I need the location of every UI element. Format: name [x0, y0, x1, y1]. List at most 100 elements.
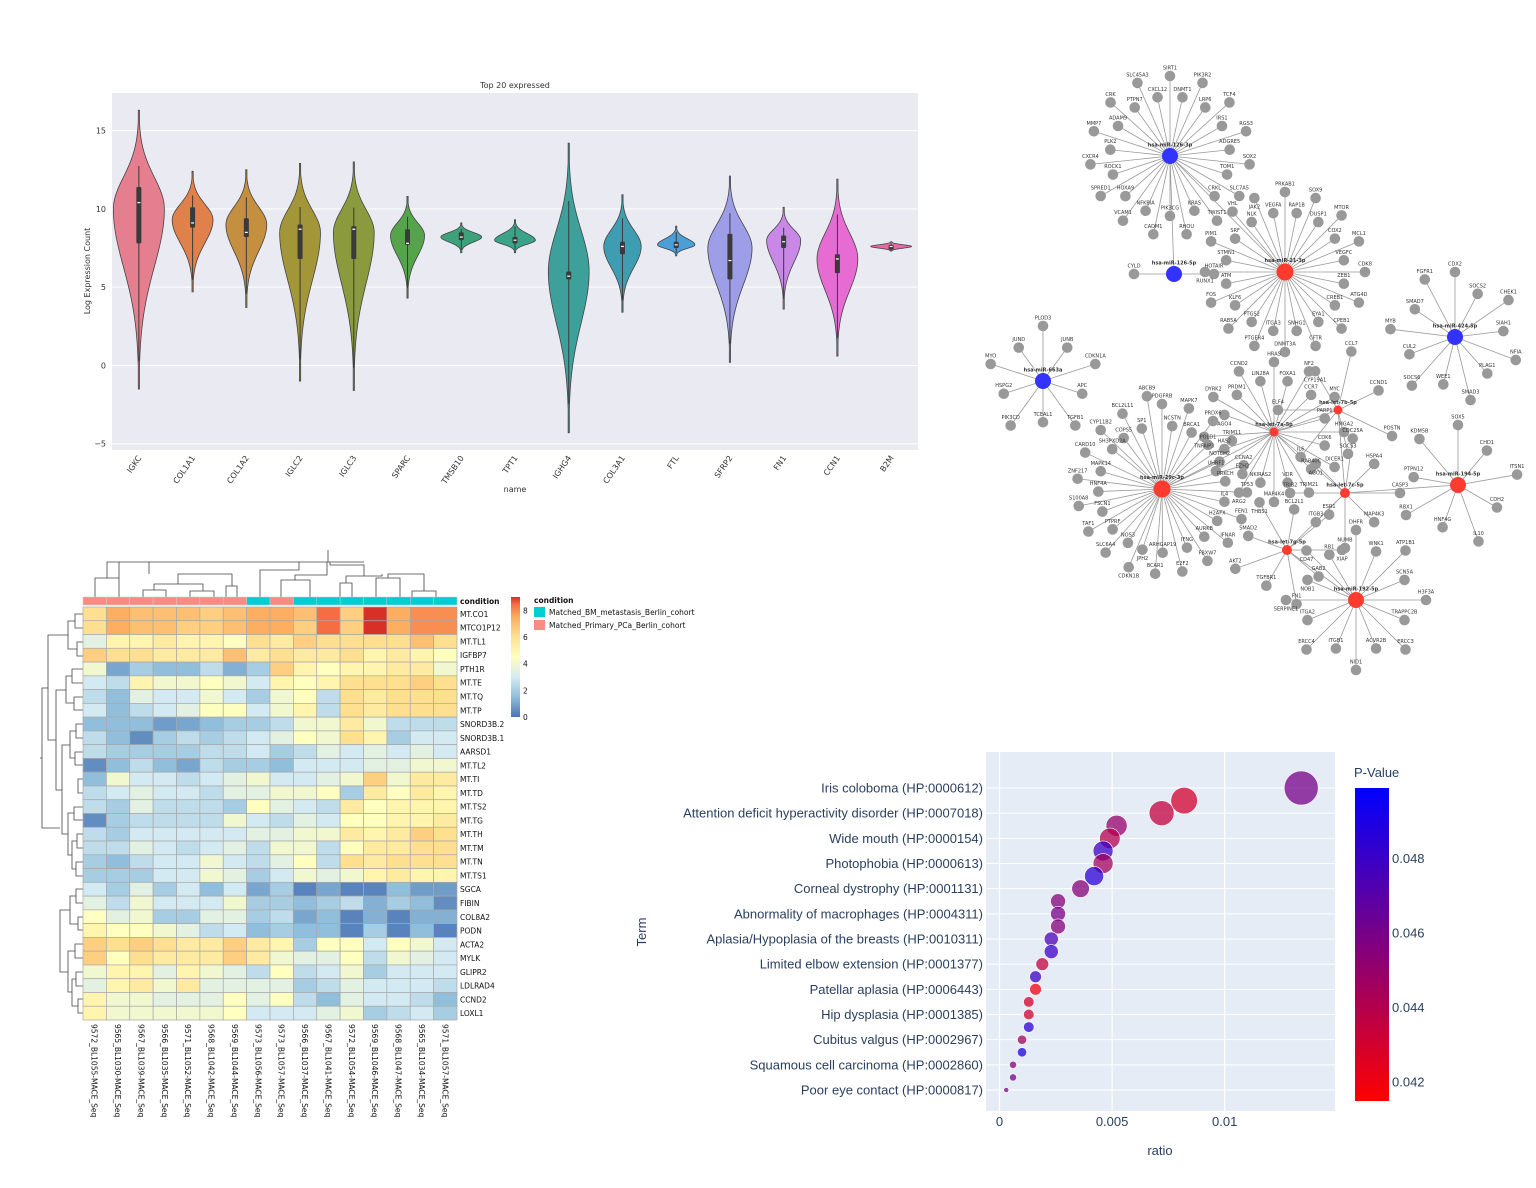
gene-node-label: PTPRF	[1105, 519, 1121, 525]
heatmap-cell	[246, 689, 271, 704]
gene-node-label: ITSN1	[1510, 464, 1525, 470]
condition-annotation-cell	[223, 596, 247, 606]
heatmap-row-label: MT.TI	[460, 775, 479, 784]
heatmap-column-label: 9572_BL1055-MACE_Seq	[90, 1024, 99, 1118]
heatmap-cell	[409, 785, 434, 801]
gene-node-label: ATP1B1	[1396, 540, 1415, 546]
heatmap-cell	[152, 647, 177, 663]
gene-node	[1350, 664, 1362, 676]
gene-node-label: FOXA1	[1279, 371, 1296, 377]
gene-node-label: ABCB9	[1138, 386, 1155, 392]
heatmap-cell	[433, 620, 458, 635]
heatmap-cell	[152, 634, 177, 649]
heatmap-cell	[269, 716, 294, 732]
gene-node	[1400, 509, 1412, 521]
gene-node-label: CDKN1B	[1118, 574, 1140, 580]
violin-x-tick: IGKC	[125, 454, 143, 475]
heatmap-cell	[222, 799, 247, 814]
heatmap-cell	[246, 923, 271, 938]
heatmap-cell	[246, 868, 271, 883]
network-edge	[1161, 488, 1205, 537]
gene-node	[1233, 487, 1245, 498]
gene-node-label: CDK6	[1318, 435, 1332, 441]
gene-node-label: SOX2	[1243, 154, 1256, 160]
heatmap-cell	[82, 606, 107, 622]
gene-node-label: COPS5	[1115, 428, 1132, 434]
heatmap-cell	[82, 923, 107, 938]
heatmap-cell	[386, 703, 411, 718]
heatmap-row-label: MT.TQ	[460, 692, 483, 701]
heatmap-column-label: 9567_BL1041-MACE_Seq	[323, 1024, 332, 1118]
network-edge	[1117, 125, 1171, 157]
heatmap-row-label: MT.TH	[460, 830, 483, 839]
gene-node	[1061, 342, 1073, 353]
gene-node	[1205, 236, 1217, 247]
heatmap-row-label: SNORD3B.1	[460, 734, 505, 743]
gene-node-label: POSTN	[1384, 426, 1401, 432]
gene-node-label: PTGS2	[1244, 311, 1260, 317]
network-edge	[1077, 478, 1163, 490]
network-edge	[1122, 155, 1171, 221]
heatmap-cell	[316, 1005, 341, 1021]
gene-node-label: PLK2	[1104, 139, 1116, 145]
gene-node-label: HNF4A	[1090, 481, 1108, 487]
heatmap-cell	[82, 881, 107, 897]
heatmap-cell	[152, 744, 177, 759]
heatmap-cell	[363, 813, 388, 828]
gene-node-label: SLC45A3	[1126, 72, 1148, 78]
heatmap-cell	[199, 661, 224, 677]
violin-x-tick: SFRP2	[713, 454, 735, 480]
heatmap-cell	[339, 716, 364, 732]
mirna-hub-label: hsa-let-7c-5p	[1326, 483, 1364, 489]
gene-node	[1088, 125, 1100, 137]
heatmap-colorbar	[511, 597, 520, 717]
heatmap-cell	[82, 826, 107, 842]
gene-node	[1246, 316, 1257, 328]
mirna-hub-node	[1035, 373, 1051, 389]
heatmap-cell	[176, 634, 201, 649]
gene-node-label: CUL2	[1403, 344, 1416, 350]
heatmap-cell	[199, 730, 224, 746]
annotation-label: condition	[460, 597, 500, 606]
heatmap-cell	[199, 895, 224, 911]
heatmap-cell	[363, 1005, 388, 1021]
gene-node	[1236, 513, 1247, 525]
heatmap-cell	[269, 620, 294, 635]
dot-y-tick: Poor eye contact (HP:0000817)	[801, 1083, 983, 1098]
gene-node	[1399, 614, 1410, 626]
heatmap-cell	[433, 716, 458, 732]
heatmap-row-label: MT.TE	[460, 679, 482, 688]
gene-node	[1079, 447, 1091, 458]
gene-node	[1183, 403, 1195, 414]
heatmap-cell	[363, 868, 388, 883]
gene-node-label: IL6	[1297, 446, 1304, 452]
violin-iqr-box	[888, 244, 894, 250]
heatmap-cell	[269, 675, 294, 690]
heatmap-cell	[222, 978, 247, 993]
heatmap-cell	[152, 840, 177, 856]
heatmap-cell	[82, 744, 107, 759]
heatmap-row-label: AARSD1	[460, 748, 491, 757]
dot-point	[1023, 996, 1035, 1008]
gene-node	[1338, 278, 1350, 290]
gene-node-label: TRAPPC2B	[1391, 610, 1418, 616]
gene-node-label: H3F3A	[1418, 590, 1435, 596]
heatmap-cell	[106, 813, 131, 828]
network-edge	[1266, 549, 1288, 586]
heatmap-cell	[129, 895, 154, 911]
gene-node-label: PLOD3	[1035, 316, 1052, 322]
heatmap-cell	[152, 703, 177, 718]
network-edge	[1286, 549, 1297, 605]
gene-node-label: NOTCH2	[1209, 451, 1230, 457]
violin-y-tick: 15	[96, 127, 106, 136]
dot-y-tick: Wide mouth (HP:0000154)	[829, 831, 983, 846]
gene-node	[1255, 375, 1266, 387]
heatmap-cell	[199, 950, 224, 966]
heatmap-cell	[269, 1005, 294, 1021]
network-edge	[1284, 197, 1316, 273]
heatmap-column-label: 9571_BL1052-MACE_Seq	[183, 1024, 192, 1118]
heatmap-cell	[269, 868, 294, 883]
gene-node-label: PRKCH	[1217, 471, 1234, 477]
network-edge	[1284, 271, 1360, 303]
gene-node	[1093, 486, 1104, 497]
